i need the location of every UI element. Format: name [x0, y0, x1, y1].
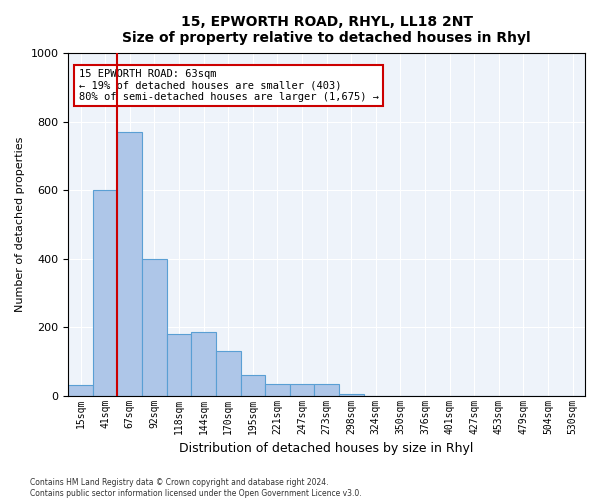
- Bar: [142, 258, 167, 396]
- Bar: [216, 351, 241, 396]
- Bar: [339, 394, 364, 396]
- Bar: [191, 332, 216, 396]
- Bar: [118, 132, 142, 396]
- Bar: [314, 384, 339, 396]
- Bar: [241, 375, 265, 396]
- Text: 15 EPWORTH ROAD: 63sqm
← 19% of detached houses are smaller (403)
80% of semi-de: 15 EPWORTH ROAD: 63sqm ← 19% of detached…: [79, 68, 379, 102]
- Bar: [265, 384, 290, 396]
- Bar: [68, 386, 93, 396]
- X-axis label: Distribution of detached houses by size in Rhyl: Distribution of detached houses by size …: [179, 442, 474, 455]
- Text: Contains HM Land Registry data © Crown copyright and database right 2024.
Contai: Contains HM Land Registry data © Crown c…: [30, 478, 362, 498]
- Bar: [93, 190, 118, 396]
- Title: 15, EPWORTH ROAD, RHYL, LL18 2NT
Size of property relative to detached houses in: 15, EPWORTH ROAD, RHYL, LL18 2NT Size of…: [122, 15, 531, 45]
- Bar: [290, 384, 314, 396]
- Y-axis label: Number of detached properties: Number of detached properties: [15, 137, 25, 312]
- Bar: [167, 334, 191, 396]
